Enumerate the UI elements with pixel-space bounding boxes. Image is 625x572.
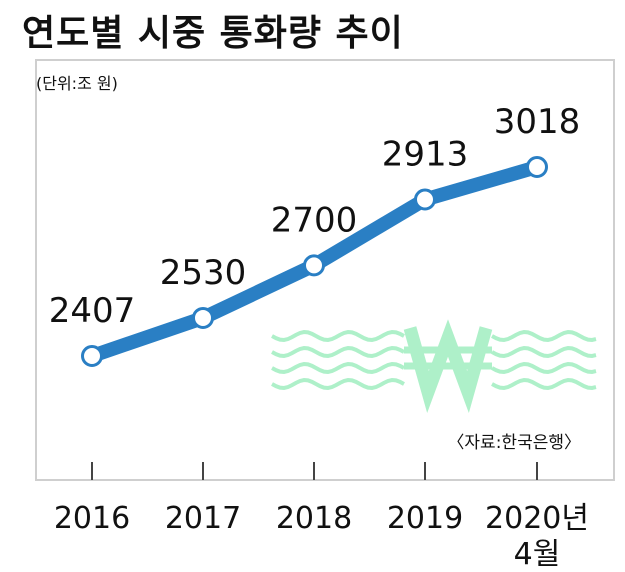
data-label: 2913 [382, 134, 469, 174]
data-label: 2530 [160, 253, 247, 293]
data-point [303, 254, 325, 277]
unit-label: (단위:조 원) [36, 74, 118, 93]
x-tick-label: 2020년 4월 [485, 501, 589, 572]
x-tick-label: 2018 [276, 501, 352, 536]
watermark-wave [271, 378, 405, 390]
data-label: 2407 [49, 291, 136, 331]
chart-title: 연도별 시중 통화량 추이 [22, 13, 404, 54]
watermark-wave [271, 362, 405, 374]
watermark-wave [491, 362, 597, 374]
watermark-wave [271, 330, 405, 342]
data-label: 3018 [494, 102, 581, 142]
won-sign-strokes [403, 319, 493, 413]
x-tick-label: 2019 [387, 501, 463, 536]
data-label: 2700 [271, 200, 358, 240]
won-sign-watermark [271, 319, 597, 413]
watermark-wave [491, 378, 597, 390]
watermark-wave [491, 330, 597, 342]
data-point [414, 188, 436, 211]
data-point [526, 156, 548, 178]
data-point [81, 345, 103, 367]
data-point [192, 306, 214, 329]
won-sign-icon [403, 319, 493, 413]
x-tick-label: 2017 [165, 501, 241, 536]
source-note: 〈자료:한국은행〉 [447, 433, 581, 453]
x-tick-label: 2016 [54, 501, 130, 536]
watermark-wave [271, 346, 405, 358]
watermark-wave [491, 346, 597, 358]
